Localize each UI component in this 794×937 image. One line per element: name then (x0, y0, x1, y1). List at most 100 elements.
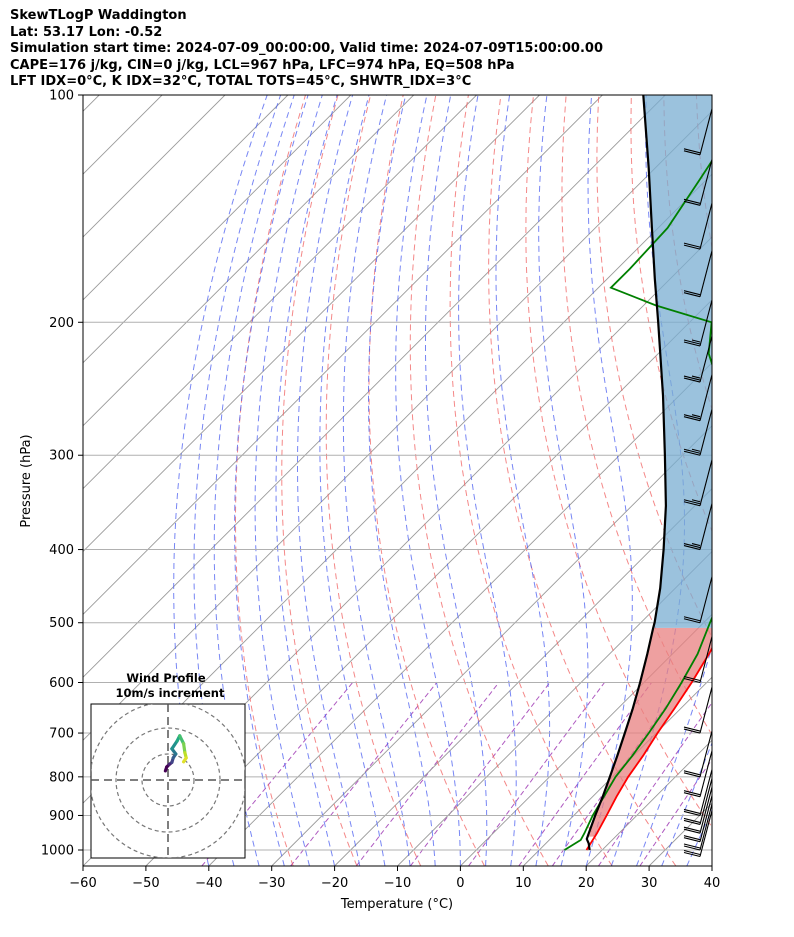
wind-barb-half-flag (691, 414, 701, 418)
wind-barb-flag (683, 770, 701, 776)
wind-barb-flag (683, 499, 701, 505)
mixing-ratio-line (409, 682, 551, 866)
isotherm-line (145, 299, 712, 866)
moist-adiabat-line (234, 95, 309, 866)
wind-barb-flag (683, 148, 701, 154)
wind-barb-staff (699, 409, 712, 456)
moist-adiabat-line (368, 95, 436, 866)
moist-adiabat-line (319, 95, 386, 866)
dry-adiabat-line (762, 95, 794, 866)
wind-barb-flag (683, 726, 701, 732)
wind-barb-staff (699, 686, 712, 734)
wind-barb-staff (699, 159, 712, 206)
wind-barb-staff (699, 769, 712, 816)
wind-barb (683, 202, 712, 250)
dry-adiabat-line (449, 95, 613, 866)
x-axis-label: Temperature (°C) (340, 897, 453, 912)
wind-barb-staff (699, 787, 712, 834)
wind-barb (683, 636, 712, 684)
wind-barb-staff (699, 108, 712, 155)
hodograph-ring (115, 727, 221, 833)
x-tick-label: 20 (578, 876, 595, 891)
wind-barb-flag (683, 835, 701, 841)
hodograph-ring (141, 753, 195, 807)
y-tick-label: 1000 (41, 844, 74, 859)
isotherm-line (83, 95, 477, 490)
indices-line: LFT IDX=0°C, K IDX=32°C, TOTAL TOTS=45°C… (10, 74, 472, 89)
wind-barb (683, 803, 712, 851)
x-tick-label: −40 (195, 876, 222, 891)
wind-barb (683, 108, 712, 156)
wind-barb-flag (683, 772, 701, 778)
x-tick-label: 40 (704, 876, 721, 891)
wind-barb-flag (683, 819, 701, 825)
location-line: Lat: 53.17 Lon: -0.52 (10, 24, 163, 40)
y-tick-label: 900 (49, 809, 74, 824)
wind-barb (683, 787, 712, 834)
cape-cin-fills (587, 95, 712, 837)
wind-barb-flag (683, 675, 701, 682)
dry-adiabat-line (368, 95, 485, 866)
wind-barb (683, 335, 712, 383)
moist-adiabat-line (458, 95, 517, 866)
wind-barb-staff (699, 750, 712, 797)
wind-barb (683, 459, 712, 507)
moist-adiabat-line (425, 95, 488, 866)
isotherm-line (460, 613, 712, 866)
wind-barb-flag (683, 290, 701, 296)
negative-area-fill (643, 95, 712, 628)
parcel-line (585, 95, 668, 851)
wind-barb (683, 795, 712, 843)
mixing-ratio-line (355, 682, 500, 866)
wind-barb-flag (683, 616, 701, 622)
wind-barb-flag (683, 851, 701, 858)
mixing-ratio-line (290, 682, 438, 866)
isotherm-line (83, 95, 289, 301)
wind-barb-flag (683, 545, 701, 551)
dewpoint-line (564, 159, 712, 851)
wind-barbs (683, 108, 712, 858)
wind-barb-staff (699, 335, 712, 383)
temperature-line (585, 646, 712, 851)
isotherm-line (775, 95, 794, 866)
wind-barb-flag (683, 849, 701, 856)
wind-barb-flag (683, 198, 701, 204)
wind-barb-staff (699, 459, 712, 506)
x-axis-ticks: −60 −50 −40 −30 −20 −10 0 10 20 30 40 (69, 866, 720, 891)
isotherm-line (711, 865, 712, 866)
wind-barb-staff (699, 803, 712, 851)
y-tick-label: 400 (49, 543, 74, 558)
y-tick-label: 500 (49, 616, 74, 631)
wind-barb-flag (683, 501, 701, 507)
moist-adiabat-line (342, 95, 411, 866)
wind-barb-flag (683, 292, 701, 298)
moist-adiabat-line (711, 864, 712, 866)
isotherm-line (83, 95, 352, 364)
hodograph-frame (90, 703, 246, 859)
wind-barb (683, 576, 712, 624)
mixing-ratio-line (201, 682, 353, 866)
wind-barb (683, 299, 712, 347)
wind-barb-half-flag (691, 375, 701, 379)
wind-barb-flag (683, 339, 701, 345)
moist-adiabat-line (737, 95, 794, 866)
wind-barb-flag (683, 375, 701, 381)
wind-barb-staff (699, 503, 712, 550)
wind-barb-flag (683, 150, 701, 156)
wind-barb (683, 250, 712, 298)
wind-barb (683, 778, 712, 825)
wind-barb-staff (699, 202, 712, 250)
moist-adiabat-line (297, 95, 361, 866)
y-tick-label: 600 (49, 676, 74, 691)
isotherm-line (83, 95, 100, 112)
wind-barb-flag (683, 843, 701, 849)
hodograph-title: Wind Profile (126, 671, 206, 685)
wind-barb-half-flag (691, 448, 701, 452)
x-tick-label: −20 (321, 876, 348, 891)
moist-adiabat-line (395, 95, 461, 866)
wind-barb-staff (699, 778, 712, 825)
wind-barb-flag (683, 543, 701, 549)
isotherm-line (83, 95, 603, 616)
wind-barb (683, 503, 712, 551)
moist-adiabat-line (495, 95, 551, 866)
